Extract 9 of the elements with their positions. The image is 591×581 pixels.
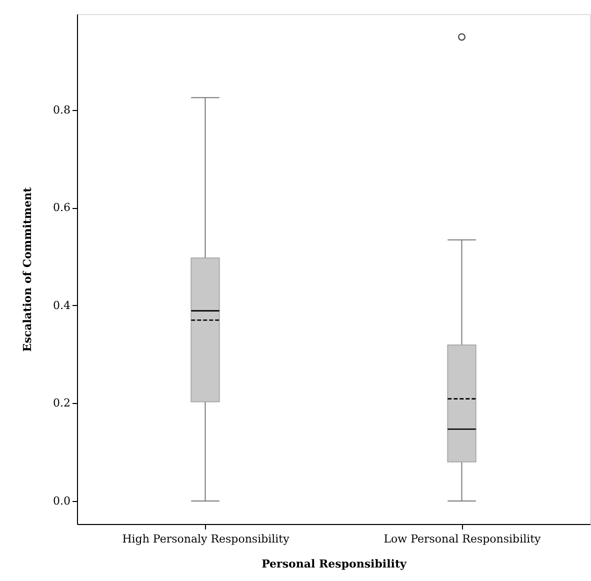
y-tick-label: 0.4 <box>53 298 70 312</box>
y-tick-label: 0.2 <box>53 396 70 410</box>
y-tick-label: 0.6 <box>53 201 70 214</box>
y-axis-title: Escalation of Commitment <box>21 186 34 352</box>
y-tick-label: 0.0 <box>53 494 70 508</box>
y-tick-label: 0.8 <box>53 103 70 116</box>
x-tick-label: High Personaly Responsibility <box>122 532 290 546</box>
x-tick-label: Low Personal Responsibility <box>384 532 542 546</box>
x-axis-title: Personal Responsibility <box>262 558 408 570</box>
